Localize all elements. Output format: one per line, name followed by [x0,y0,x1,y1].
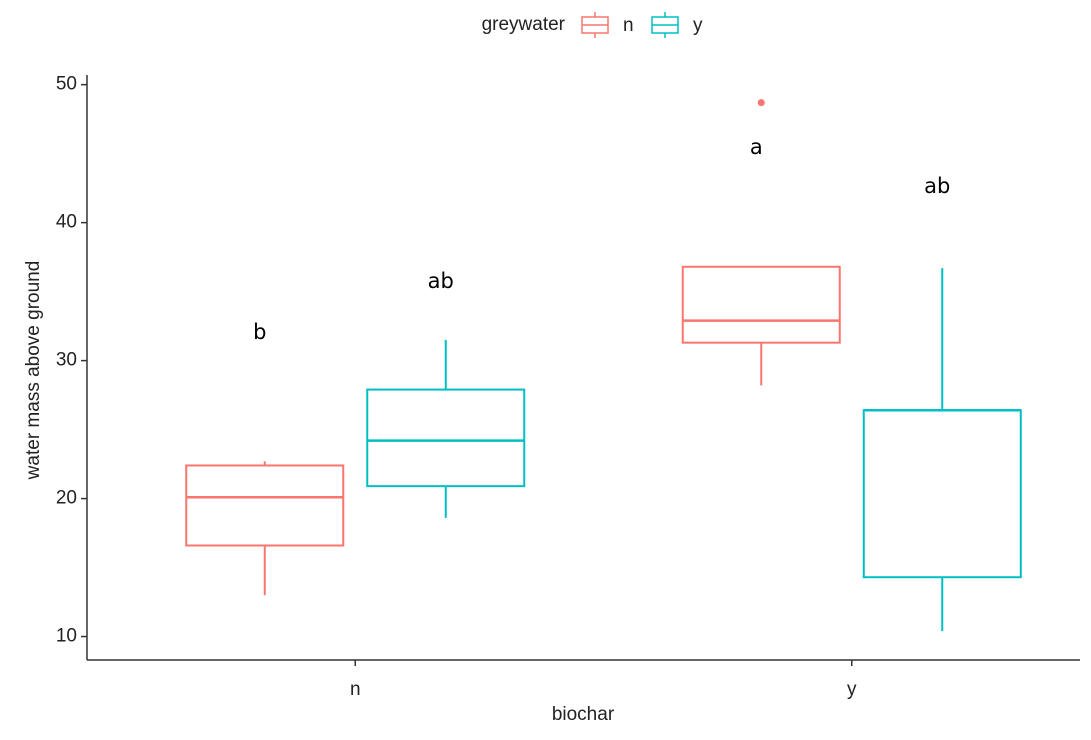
box [185,464,345,547]
legend-key [581,12,609,38]
legend-title: greywater [482,14,566,35]
legend-key [651,12,679,38]
box [681,265,841,344]
x-tick-label: y [847,679,857,700]
legend-label: n [623,15,634,36]
box [862,409,1022,579]
y-tick-label: 10 [56,626,77,647]
outlier [757,99,765,107]
y-tick-label: 50 [56,74,77,95]
y-tick-label: 30 [56,350,77,371]
annotation-letter: b [253,320,266,344]
y-tick-label: 20 [56,488,77,509]
annotation-letter: a [750,135,763,159]
x-tick-label: n [350,679,361,700]
annotation-letter: ab [924,174,950,198]
y-axis-label: water mass above ground [23,261,44,481]
annotation-letter: ab [428,269,454,293]
legend-label: y [693,15,703,36]
x-axis-label: biochar [552,704,615,725]
y-tick-label: 40 [56,212,77,233]
box [366,388,526,488]
